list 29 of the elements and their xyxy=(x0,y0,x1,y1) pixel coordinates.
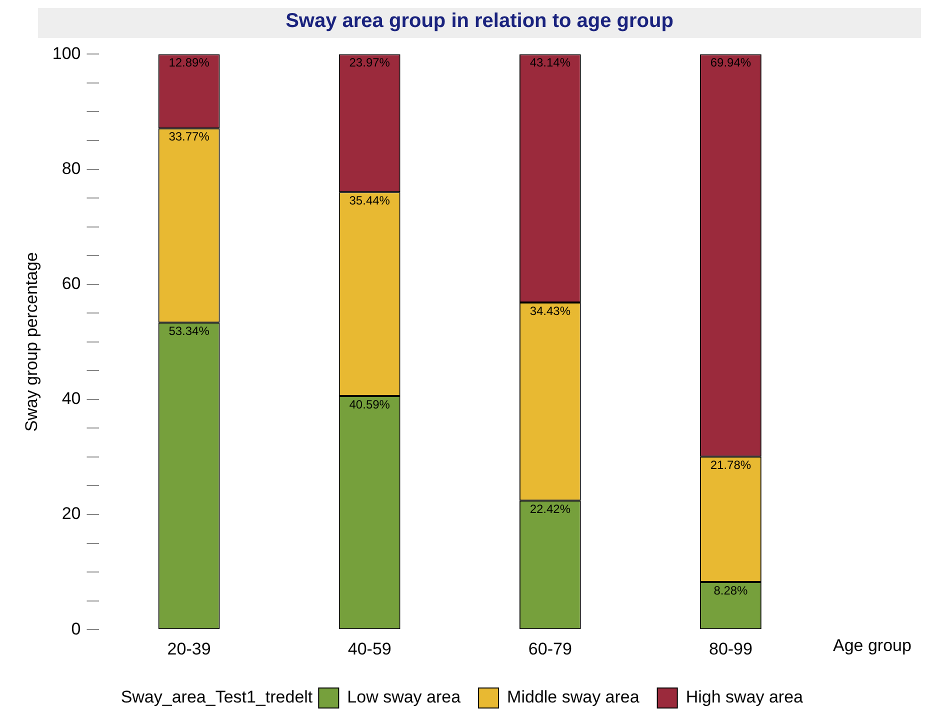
x-tick-label: 60-79 xyxy=(528,639,572,658)
legend-label: High sway area xyxy=(686,688,804,707)
y-tick-label: 0 xyxy=(71,619,81,638)
data-label: 69.94% xyxy=(710,56,752,70)
y-tick-label: 60 xyxy=(62,274,81,294)
x-axis-title: Age group xyxy=(833,636,912,655)
x-tick-label: 20-39 xyxy=(167,639,211,658)
data-label: 21.78% xyxy=(710,458,752,472)
x-tick-label: 80-99 xyxy=(708,639,752,658)
data-label: 23.97% xyxy=(349,56,390,70)
data-label: 34.43% xyxy=(530,304,571,318)
chart-title: Sway area group in relation to age group xyxy=(38,8,921,38)
data-label: 22.42% xyxy=(530,502,571,516)
y-tick-label: 40 xyxy=(62,389,81,408)
data-label: 35.44% xyxy=(349,193,390,208)
legend-label: Middle sway area xyxy=(507,688,640,707)
data-label: 40.59% xyxy=(349,397,390,412)
data-label: 43.14% xyxy=(530,56,571,70)
data-label: 12.89% xyxy=(168,56,210,70)
data-label: 53.34% xyxy=(168,324,210,338)
legend-label: Low sway area xyxy=(347,688,462,707)
data-label: 8.28% xyxy=(714,583,748,598)
y-tick-label: 20 xyxy=(62,504,81,524)
y-tick-label: 80 xyxy=(62,158,81,178)
x-tick-label: 40-59 xyxy=(348,639,392,658)
legend-title: Sway_area_Test1_tredelt xyxy=(120,688,313,707)
y-tick-label: 100 xyxy=(52,44,81,63)
data-label: 33.77% xyxy=(168,130,210,144)
y-axis-title: Sway group percentage xyxy=(22,252,41,432)
